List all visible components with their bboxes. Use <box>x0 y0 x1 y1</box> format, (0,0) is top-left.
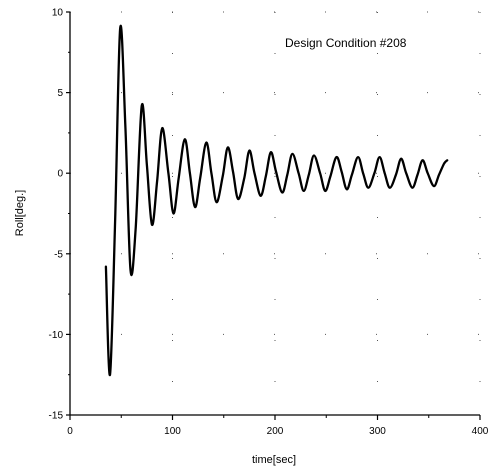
series-line-roll <box>104 24 449 376</box>
y-axis-title: Roll[deg.] <box>14 190 26 236</box>
y-tick-label: 10 <box>52 8 64 19</box>
axis-layer <box>69 12 480 416</box>
y-tick-label: 5 <box>57 88 63 99</box>
x-tick-label: 0 <box>67 426 73 437</box>
x-tick-label: 300 <box>369 426 386 437</box>
x-tick-label: 400 <box>472 426 489 437</box>
y-tick-label: -10 <box>49 330 64 341</box>
y-tick-label: -15 <box>49 411 64 422</box>
x-tick-label: 100 <box>164 426 181 437</box>
y-tick-label: 0 <box>57 169 63 180</box>
y-tick-label: -5 <box>54 249 63 260</box>
x-axis-title: time[sec] <box>252 454 296 466</box>
chart-annotation: Design Condition #208 <box>285 36 407 50</box>
x-tick-label: 200 <box>267 426 284 437</box>
grid-layer <box>70 11 481 415</box>
